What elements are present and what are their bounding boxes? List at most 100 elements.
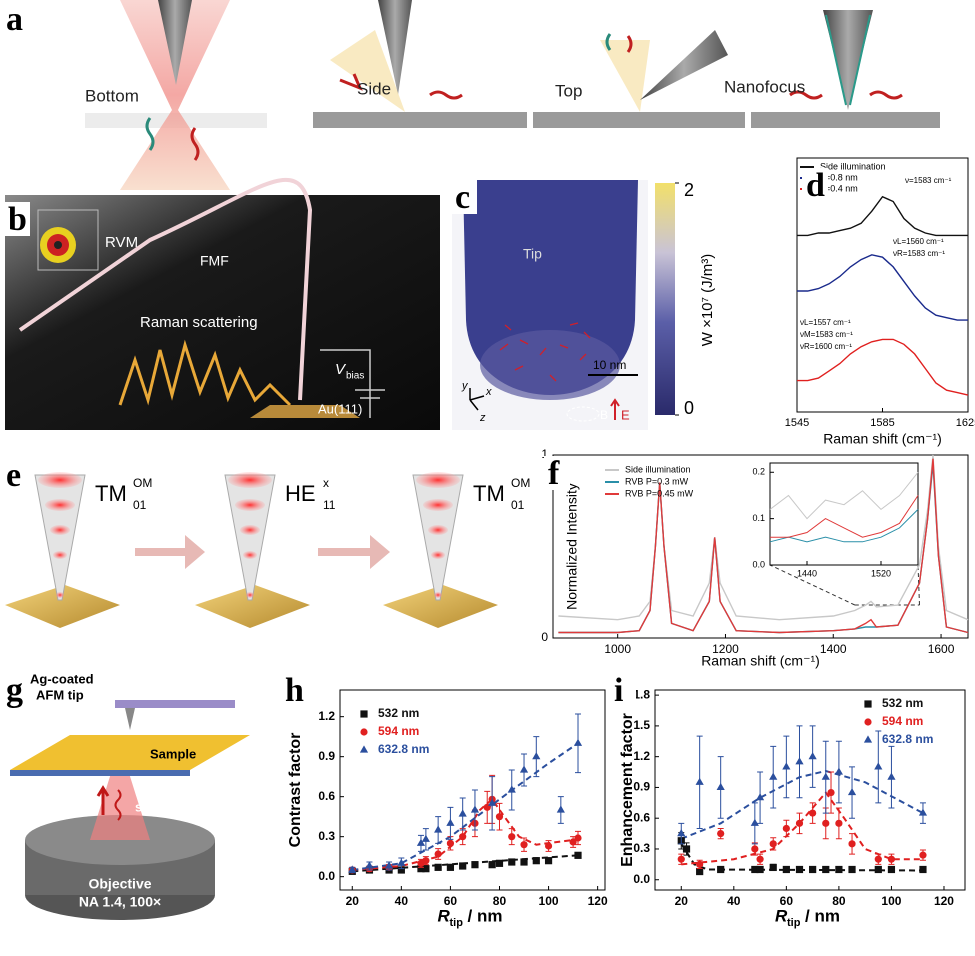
mode-spot [240, 525, 260, 535]
x-axis-label: Raman shift (cm⁻¹) [823, 431, 942, 447]
x-axis-label: / nm [468, 906, 503, 925]
panel-label: f [548, 455, 560, 492]
label-bg [281, 673, 307, 707]
point [696, 867, 704, 876]
point [919, 865, 927, 874]
mode-label-sup: OM [133, 476, 152, 490]
point [416, 838, 426, 846]
legend-marker [359, 745, 369, 753]
spectrum [769, 471, 919, 520]
x-tick-label: 1000 [604, 642, 631, 656]
legend-label: Side illumination [625, 464, 691, 474]
b-label: FMF [200, 253, 229, 269]
mode-spot [431, 551, 445, 559]
point [751, 845, 759, 853]
point [446, 863, 455, 871]
point [532, 857, 540, 865]
point [532, 752, 541, 760]
annotation: νR=1600 cm⁻¹ [800, 342, 852, 351]
point [751, 865, 759, 874]
panel-e-art [5, 472, 498, 628]
point [834, 767, 843, 775]
legend-label: RVB P=0.3 mW [625, 476, 689, 486]
point [384, 861, 394, 869]
zoom-guide [769, 564, 920, 606]
g-label: Sample [150, 746, 196, 761]
point [519, 765, 529, 773]
legend-label: 532 nm [378, 706, 419, 720]
point [488, 798, 497, 806]
point [756, 865, 764, 874]
legend-marker [360, 710, 368, 718]
g-label: AFM tip [36, 687, 84, 702]
b-label: RVM [105, 234, 138, 251]
panel-label: g [6, 672, 23, 709]
legend-marker [360, 728, 368, 736]
point [756, 855, 764, 863]
legend-marker [864, 718, 872, 726]
point [458, 809, 467, 817]
point [782, 762, 791, 770]
x-axis-label-sub: tip [450, 917, 464, 929]
mode-spot [38, 472, 82, 488]
y-tick-label: 0.1 [752, 513, 765, 523]
mode-spot [416, 472, 460, 488]
point [782, 824, 790, 833]
x-tick-label: 40 [727, 894, 741, 908]
point [835, 865, 843, 874]
fit-curve [352, 797, 579, 871]
colorbar-tick-label: 2 [684, 180, 694, 200]
point [874, 855, 882, 863]
y-axis-label: Contrast factor [287, 733, 304, 848]
legend-label: 632.8 nm [882, 732, 933, 746]
point [434, 825, 443, 833]
annotation: νR=1583 cm⁻¹ [893, 249, 945, 258]
label-bg [451, 180, 477, 214]
point [397, 866, 405, 874]
y-tick-label: 1.2 [633, 749, 650, 763]
point [795, 819, 804, 827]
point [717, 829, 725, 838]
point [397, 858, 406, 866]
annotation: ν=1583 cm⁻¹ [905, 176, 952, 185]
panel-c-art [452, 180, 675, 430]
mode-label-sub: 11 [323, 498, 336, 512]
panel-g-art [10, 700, 250, 920]
point [822, 865, 830, 874]
legend-label: d=0.4 nm [820, 183, 858, 193]
point [695, 777, 704, 785]
point [574, 851, 582, 859]
substrate [383, 585, 498, 628]
x-tick-label: 1440 [797, 568, 817, 578]
panel-labels: a b c d e f g h i [2, 1, 828, 709]
c-label: E [621, 407, 630, 422]
mode-label-sup: OM [511, 476, 530, 490]
panel-a-art [85, 0, 940, 190]
mode-label-sup: x [323, 476, 329, 490]
point [750, 818, 759, 826]
panel-label: e [6, 457, 21, 494]
fiber-cone [412, 474, 464, 601]
x-tick-label: 120 [588, 894, 608, 908]
x-axis-label: R [438, 906, 451, 925]
y-tick-label: 0.3 [318, 829, 335, 843]
point [677, 828, 686, 837]
point [919, 851, 927, 859]
mode-spot [53, 551, 67, 559]
point [421, 834, 430, 842]
point [573, 738, 583, 746]
x-tick-label: 1520 [871, 568, 891, 578]
spectrum [797, 254, 968, 321]
mode-spot [45, 499, 75, 511]
x-axis-label: R [775, 906, 788, 925]
point [508, 858, 516, 866]
point [434, 850, 442, 858]
g-label: Ag-coated [30, 671, 94, 686]
mode-label: TM [473, 481, 505, 506]
x-axis-label: / nm [805, 906, 840, 925]
point [874, 762, 883, 770]
point [556, 805, 565, 813]
point [422, 857, 430, 865]
legend-label: 532 nm [882, 696, 923, 710]
